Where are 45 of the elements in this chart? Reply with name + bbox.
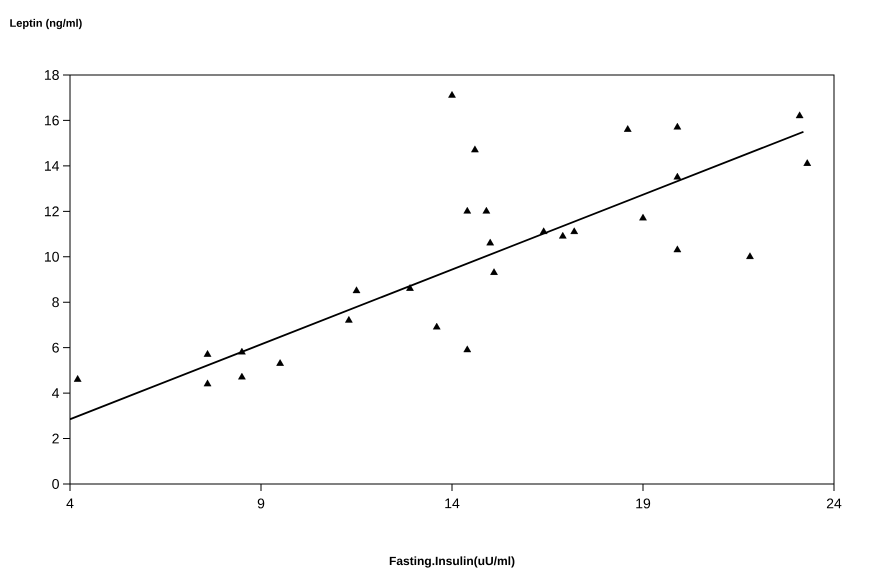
y-axis-title: Leptin (ng/ml) [10,18,82,30]
point [540,227,548,234]
point [406,284,414,291]
x-tick-label: 9 [258,498,264,508]
point [803,159,812,166]
point [746,252,754,260]
point [558,232,567,239]
point [674,172,682,180]
point [74,375,82,382]
point [570,227,578,234]
point [796,111,804,118]
point [448,91,456,98]
y-tick-label: 2 [52,434,59,444]
y-tick-label: 10 [44,252,59,262]
x-tick-label: 14 [445,498,460,508]
point [674,122,682,130]
point [204,350,212,357]
point [639,214,647,220]
point [482,206,490,214]
y-tick-label: 16 [44,115,59,126]
point [204,380,212,386]
point [471,146,479,152]
y-tick-label: 14 [44,161,60,171]
point [352,286,360,294]
x-tick-label: 19 [636,498,650,508]
point [674,246,682,252]
point [238,348,246,354]
y-tick-label: 12 [44,206,59,216]
point [486,238,494,246]
point [276,359,284,366]
point [490,268,498,275]
y-tick-label: 8 [52,297,59,308]
y-tick-label: 18 [44,70,59,80]
point [624,125,632,132]
y-tick-label: 6 [52,342,59,353]
point [345,316,353,323]
y-tick-label: 0 [52,479,59,489]
point [463,206,472,214]
y-tick-label: 4 [52,388,60,398]
point [463,346,472,352]
x-axis-title: Fasting.Insulin(uU/ml) [390,556,514,568]
x-tick-label: 4 [66,498,74,508]
point [432,322,441,330]
point [238,372,246,380]
x-tick-label: 24 [826,498,842,508]
